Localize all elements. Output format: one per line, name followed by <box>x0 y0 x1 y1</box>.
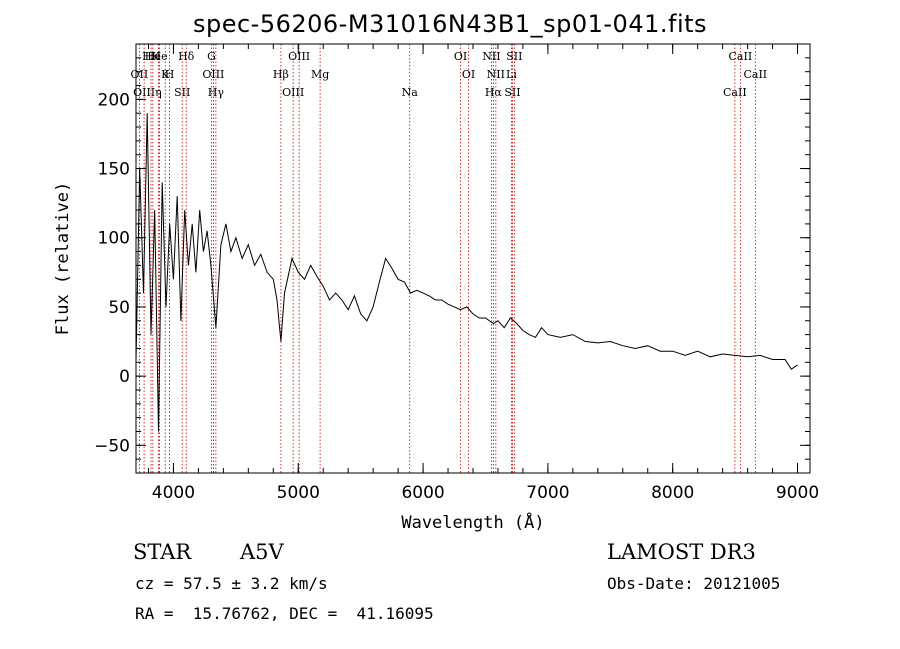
y-tick-label: 100 <box>98 229 130 249</box>
line-label: NII <box>482 50 500 63</box>
y-tick-label: 200 <box>98 90 130 110</box>
line-label: K <box>161 68 170 81</box>
y-axis-label: Flux (relative) <box>53 182 73 336</box>
object-subclass: A5V <box>240 540 284 564</box>
line-label: H <box>165 68 175 81</box>
redshift-readout: cz = 57.5 ± 3.2 km/s <box>135 574 328 593</box>
ra-dec-readout: RA = 15.76762, DEC = 41.16095 <box>135 604 434 623</box>
y-tick-label: 50 <box>108 298 130 318</box>
line-label: OIII <box>288 50 310 63</box>
object-type: STAR <box>133 540 192 564</box>
survey-name: LAMOST DR3 <box>607 540 756 564</box>
line-label: OIII <box>202 68 224 81</box>
obs-date: Obs-Date: 20121005 <box>607 574 781 593</box>
spectrum-line <box>135 113 798 432</box>
x-tick-label: 9000 <box>776 483 819 503</box>
line-label: SII <box>174 86 190 99</box>
line-label: NII <box>487 68 505 81</box>
x-tick-label: 7000 <box>526 483 569 503</box>
line-label: OIII <box>133 86 155 99</box>
axis-ticks <box>136 44 810 473</box>
x-tick-label: 6000 <box>401 483 444 503</box>
x-tick-label: 4000 <box>152 483 195 503</box>
line-label: SII <box>504 86 520 99</box>
x-axis-label: Wavelength (Å) <box>401 511 544 533</box>
plot-frame <box>135 43 811 474</box>
line-label: Mg <box>311 68 329 81</box>
line-label: Na <box>402 86 419 99</box>
line-label: Hβ <box>273 68 289 81</box>
chart-title: spec-56206-M31016N43B1_sp01-041.fits <box>192 10 708 38</box>
line-label: He <box>152 50 168 63</box>
line-label: Hδ <box>178 50 195 63</box>
line-label: Hγ <box>208 86 225 99</box>
line-label: CaII <box>729 50 753 63</box>
y-tick-label: 0 <box>119 367 130 387</box>
y-tick-label: −50 <box>94 436 130 456</box>
line-markers <box>138 44 756 473</box>
y-tick-label: 150 <box>98 160 130 180</box>
line-label: OII <box>131 68 149 81</box>
line-label: HK <box>142 50 161 63</box>
x-tick-label: 8000 <box>651 483 694 503</box>
line-label: OI <box>454 50 467 63</box>
line-label: CaII <box>743 68 767 81</box>
line-labels: HKOIIOIIIHeKηHeHSIIHδOIIIHγGHβOIIIOIIIMg… <box>131 50 768 99</box>
line-label: SII <box>506 50 522 63</box>
x-tick-label: 5000 <box>277 483 320 503</box>
line-label: G <box>207 50 216 63</box>
line-label: OI <box>462 68 475 81</box>
line-label: He <box>145 50 161 63</box>
line-label: Hα <box>485 86 503 99</box>
line-label: CaII <box>723 86 747 99</box>
line-label: Li <box>506 68 517 81</box>
line-label: η <box>155 86 162 99</box>
line-label: OIII <box>282 86 304 99</box>
axis-tick-labels: 4000 5000 6000 7000 8000 9000 −50 0 50 100 150 200 <box>94 90 819 503</box>
